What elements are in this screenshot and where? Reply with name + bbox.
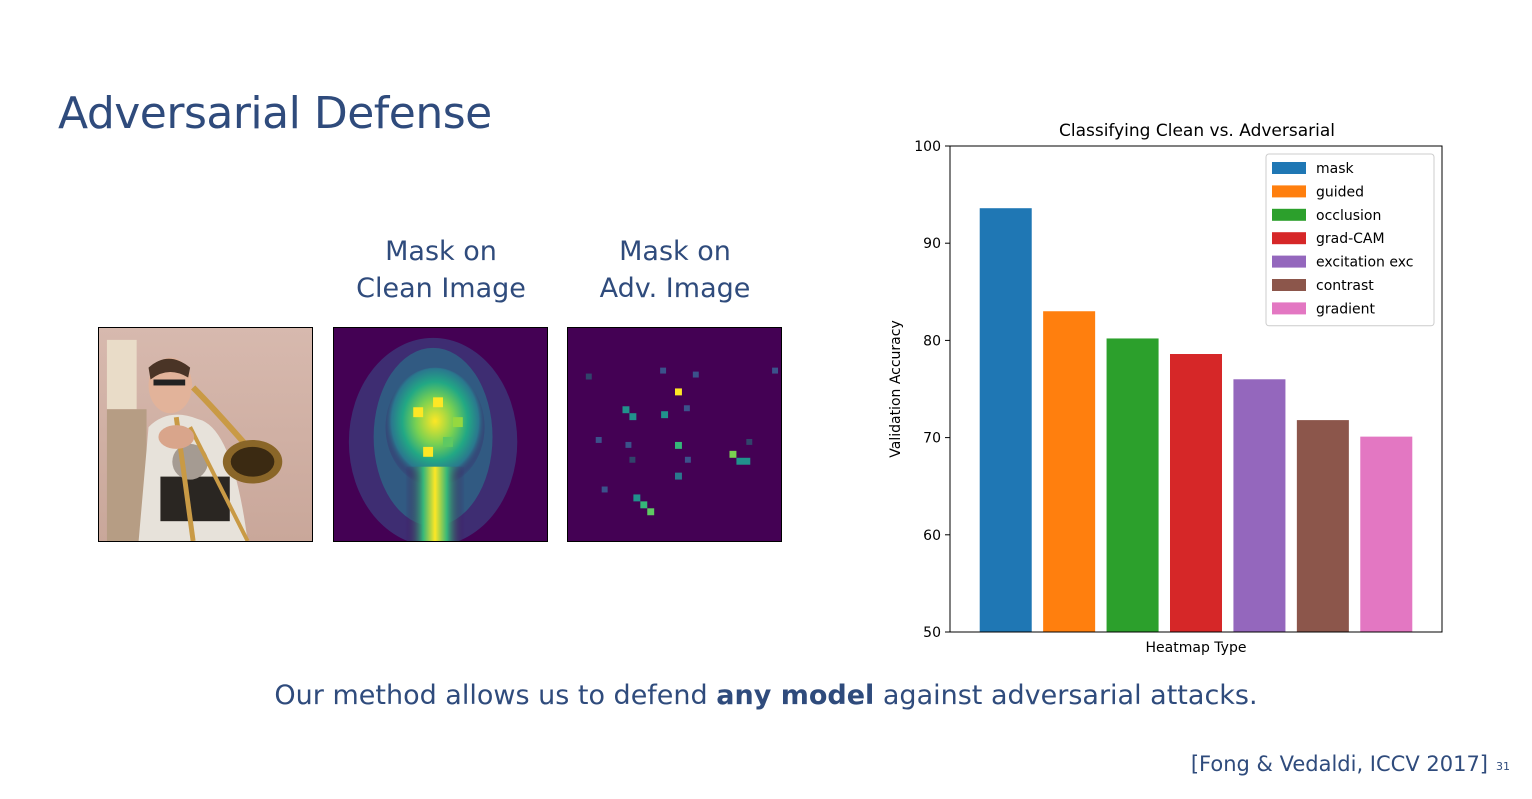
caption-adv-line1: Mask on <box>619 236 731 267</box>
legend-swatch <box>1272 208 1306 221</box>
bar-grad-cam <box>1169 354 1223 632</box>
legend-swatch <box>1272 185 1306 198</box>
bar-excitation-exc <box>1233 379 1286 632</box>
y-axis-label: Validation Accuracy <box>888 320 904 458</box>
bar-contrast <box>1296 420 1349 632</box>
summary-sentence: Our method allows us to defend any model… <box>0 680 1532 711</box>
bar-occlusion <box>1106 338 1159 632</box>
legend-label: excitation exc <box>1316 255 1413 271</box>
legend-swatch <box>1272 232 1306 245</box>
legend-label: occlusion <box>1316 208 1381 224</box>
chart-title: Classifying Clean vs. Adversarial <box>1059 121 1335 141</box>
x-axis-label: Heatmap Type <box>1146 640 1247 656</box>
y-tick-label: 90 <box>923 236 941 252</box>
legend-swatch <box>1272 279 1306 291</box>
accuracy-bar-chart: Classifying Clean vs. Adversarial 50 60 70… <box>880 112 1460 672</box>
page-number: 31 <box>1496 760 1510 773</box>
legend-swatch <box>1272 302 1306 315</box>
y-tick-label: 100 <box>914 139 941 155</box>
caption-clean-line2: Clean Image <box>356 273 526 304</box>
y-tick-label: 60 <box>923 528 941 544</box>
summary-bold: any model <box>716 680 875 711</box>
bar-guided <box>1043 311 1096 632</box>
legend-label: grad-CAM <box>1316 231 1385 247</box>
caption-adv-line2: Adv. Image <box>599 273 751 304</box>
legend-swatch <box>1272 255 1306 268</box>
caption-clean-line1: Mask on <box>385 236 497 267</box>
legend-box <box>1265 153 1435 327</box>
clean-mask-heatmap-image <box>334 328 547 541</box>
plot-frame <box>949 145 1443 633</box>
mask-adv-heatmap <box>567 327 782 542</box>
legend-label: guided <box>1316 184 1364 200</box>
citation: [Fong & Vedaldi, ICCV 2017] <box>1190 752 1488 776</box>
bars-group <box>979 208 1413 632</box>
legend-label: gradient <box>1316 301 1375 317</box>
legend-label: contrast <box>1316 278 1374 294</box>
slide-title: Adversarial Defense <box>58 88 492 139</box>
chart-svg: Classifying Clean vs. Adversarial 50 60 70… <box>888 121 1443 656</box>
caption-adv-mask: Mask on Adv. Image <box>567 233 783 307</box>
y-axis: 50 60 70 80 90 100 <box>914 139 950 641</box>
bar-gradient <box>1360 436 1413 632</box>
legend-label: mask <box>1316 161 1355 177</box>
caption-clean-mask: Mask on Clean Image <box>333 233 549 307</box>
y-tick-label: 70 <box>923 431 941 447</box>
trombone-player-photo <box>99 328 312 541</box>
adv-mask-heatmap-image <box>568 328 781 541</box>
bar-mask <box>979 208 1032 632</box>
mask-clean-heatmap <box>333 327 548 542</box>
chart-legend: mask guided occlusion grad-CAM excitation ex… <box>1265 153 1435 327</box>
input-photo <box>98 327 313 542</box>
summary-before: Our method allows us to defend <box>274 680 717 711</box>
y-tick-label: 80 <box>923 333 941 349</box>
y-tick-label: 50 <box>923 625 941 641</box>
summary-after: against adversarial attacks. <box>874 680 1258 711</box>
legend-swatch <box>1272 162 1306 174</box>
